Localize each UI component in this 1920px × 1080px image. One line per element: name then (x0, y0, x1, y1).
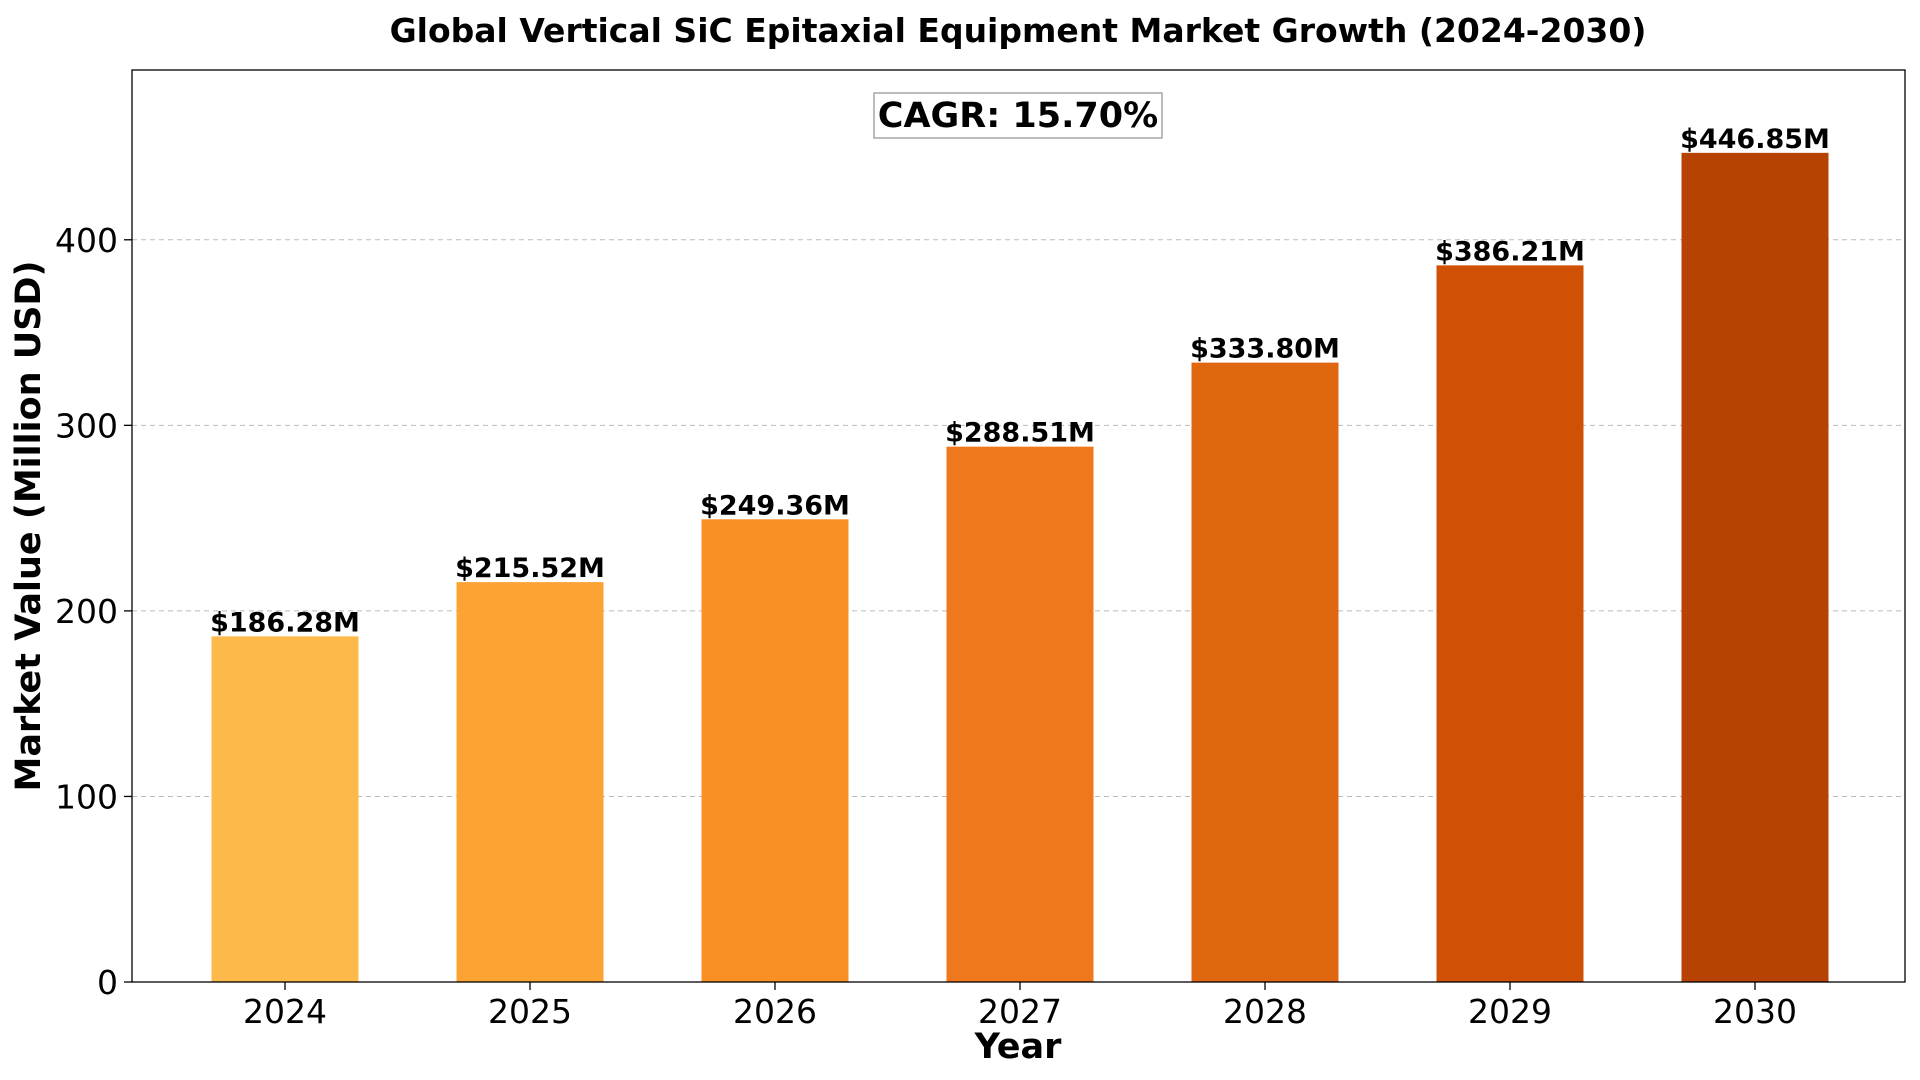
chart-title: Global Vertical SiC Epitaxial Equipment … (390, 11, 1647, 50)
x-tick-label-2028: 2028 (1223, 992, 1307, 1031)
data-label-2026: $249.36M (700, 490, 850, 521)
y-tick-label: 200 (55, 592, 118, 631)
cagr-annotation: CAGR: 15.70% (873, 92, 1163, 139)
data-label-2028: $333.80M (1190, 334, 1340, 365)
data-label-2030: $446.85M (1680, 124, 1830, 155)
x-tick-label-2026: 2026 (733, 992, 817, 1031)
bar-2028 (1191, 362, 1339, 982)
bar-2025 (456, 582, 604, 982)
bar-2026 (701, 519, 849, 982)
y-axis-label: Market Value (Million USD) (9, 261, 49, 792)
bar-2027 (946, 446, 1094, 982)
y-tick-label: 400 (55, 221, 118, 260)
annotation-box (873, 92, 1163, 139)
x-axis-label: Year (974, 1027, 1062, 1067)
data-label-2024: $186.28M (210, 607, 360, 638)
y-axis-ticks: 0 100 200 300 400 (55, 221, 132, 1002)
plot-area-frame (131, 69, 1906, 983)
bar-2029 (1436, 265, 1584, 982)
data-label-2027: $288.51M (945, 418, 1095, 449)
x-axis-ticks: 2024 2025 2026 2027 2028 2029 2030 (243, 982, 1797, 1031)
data-labels: $186.28M $215.52M $249.36M $288.51M $333.80M… (210, 124, 1830, 638)
annotation-text: CAGR: 15.70% (878, 96, 1158, 136)
y-tick-label: 0 (97, 963, 118, 1002)
data-label-2029: $386.21M (1435, 236, 1585, 267)
x-tick-label-2024: 2024 (243, 992, 327, 1031)
x-tick-label-2027: 2027 (978, 992, 1062, 1031)
bars (211, 152, 1829, 983)
bar-2030 (1681, 152, 1829, 983)
x-tick-label-2030: 2030 (1713, 992, 1797, 1031)
bar-2024 (211, 636, 359, 982)
x-tick-label-2029: 2029 (1468, 992, 1552, 1031)
data-label-2025: $215.52M (455, 553, 605, 584)
x-tick-label-2025: 2025 (488, 992, 572, 1031)
y-tick-label: 100 (55, 777, 118, 816)
y-tick-label: 300 (55, 406, 118, 445)
